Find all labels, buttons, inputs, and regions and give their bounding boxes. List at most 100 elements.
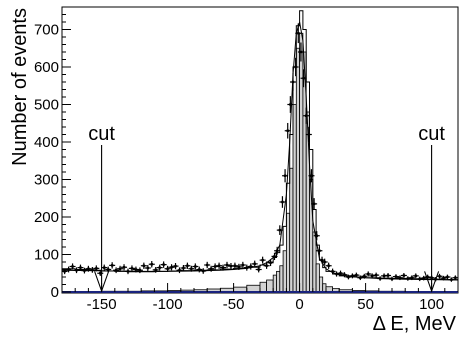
data-point [408, 275, 415, 281]
y-tick-label: 300 [34, 172, 59, 189]
data-point [292, 57, 299, 77]
data-point [295, 23, 302, 44]
data-point [220, 264, 227, 271]
data-point [297, 42, 304, 62]
data-point [349, 273, 356, 279]
data-point [284, 122, 291, 139]
data-point [392, 274, 399, 280]
data-point [377, 276, 384, 281]
data-point [287, 96, 294, 113]
x-axis-title: Δ E, MeV [373, 313, 457, 335]
data-point [176, 267, 183, 274]
data-point [208, 265, 215, 272]
data-point [188, 265, 195, 272]
cut-marker: cut [418, 123, 445, 293]
data-point [452, 275, 458, 281]
data-point [444, 274, 451, 280]
x-axis: -150 -100 -50 0 50 100 [61, 283, 459, 313]
data-point [316, 246, 323, 255]
signal-bin [279, 265, 284, 293]
x-tick-label: 100 [419, 296, 444, 313]
x-tick-label: -150 [87, 296, 117, 313]
y-tick-label: 400 [34, 134, 59, 151]
data-point [216, 262, 223, 269]
data-point [121, 264, 128, 271]
data-point [204, 261, 211, 269]
data-point [224, 261, 230, 269]
x-tick-label: 50 [357, 296, 374, 313]
signal-bin [246, 284, 261, 293]
data-point [305, 126, 312, 143]
data-point [373, 272, 380, 278]
data-point [400, 273, 407, 278]
signal-bin [299, 32, 304, 293]
data-point [290, 73, 296, 91]
data-point [274, 246, 281, 255]
data-point [239, 261, 246, 269]
data-point [148, 261, 155, 268]
signal-bin [276, 270, 281, 293]
data-point [117, 265, 124, 272]
data-point [255, 266, 262, 273]
data-point [333, 271, 340, 277]
data-point [353, 272, 360, 278]
data-point [389, 276, 395, 282]
data-point [271, 252, 278, 261]
signal-bin [259, 281, 267, 293]
y-tick-label: 700 [34, 22, 59, 39]
mc-total-histogram [62, 10, 458, 281]
data-point [93, 265, 100, 272]
data-point [125, 268, 131, 275]
data-point [184, 262, 191, 269]
data-point [276, 225, 283, 235]
data-point [128, 265, 135, 272]
y-tick-label: 500 [34, 97, 59, 114]
data-point [436, 273, 443, 279]
data-point [341, 272, 348, 278]
data-point [168, 264, 175, 271]
data-point [361, 273, 368, 279]
data-point [81, 267, 88, 274]
data-point [113, 267, 120, 274]
data-point [65, 266, 72, 273]
total-outline-step [62, 10, 458, 281]
data-point [251, 260, 258, 268]
data-point [109, 262, 116, 269]
data-point [243, 264, 250, 271]
data-point [101, 264, 108, 271]
data-point [308, 169, 315, 183]
data-point [337, 270, 344, 276]
data-point [396, 275, 403, 281]
data-point [247, 263, 254, 270]
data-point [235, 263, 242, 270]
x-tick-label: 0 [295, 296, 303, 313]
data-point [69, 263, 76, 270]
data-point [448, 277, 455, 282]
fit-line [62, 21, 458, 281]
data-point [385, 273, 392, 278]
y-tick-label: 200 [34, 209, 59, 226]
data-point [300, 69, 307, 88]
data-point [231, 262, 238, 269]
data-point [73, 267, 80, 274]
data-point [267, 259, 274, 267]
data-point [196, 266, 203, 273]
data-point [180, 265, 187, 271]
signal-bin [282, 250, 287, 293]
data-point [132, 266, 139, 273]
data-point [263, 262, 270, 269]
plot-frame [61, 6, 459, 294]
data-point [313, 231, 320, 241]
cut-label: cut [418, 123, 445, 145]
y-axis: 0 100 200 300 400 500 600 700 [34, 6, 71, 301]
data-point [416, 276, 423, 282]
data-point [329, 268, 336, 275]
cut-label: cut [88, 123, 115, 145]
y-tick-label: 100 [34, 247, 59, 264]
data-point [357, 275, 364, 281]
data-point [311, 198, 318, 210]
data-point [136, 267, 143, 274]
data-point [321, 258, 328, 266]
data-point [160, 261, 167, 268]
